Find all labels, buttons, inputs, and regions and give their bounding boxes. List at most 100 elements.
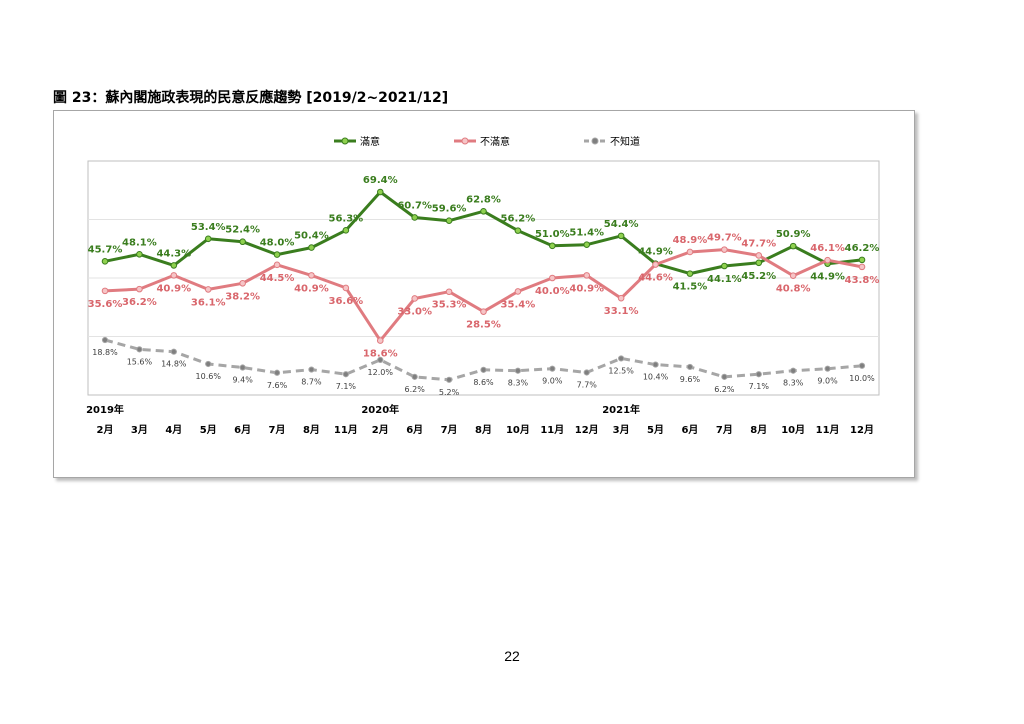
data-label: 36.2% (122, 297, 157, 308)
data-point (617, 232, 625, 240)
data-label: 9.0% (817, 377, 838, 386)
data-label: 36.6% (329, 296, 364, 307)
data-point (377, 356, 384, 363)
legend-marker (341, 137, 349, 145)
x-tick-label: 8月 (303, 424, 320, 436)
data-label: 48.0% (260, 238, 295, 249)
data-point (686, 363, 694, 371)
data-label: 56.3% (329, 213, 364, 224)
data-point (514, 227, 522, 234)
data-point (618, 355, 625, 362)
data-point (411, 214, 418, 221)
data-point (514, 288, 522, 295)
data-label: 14.8% (161, 360, 187, 369)
data-point (686, 270, 694, 277)
data-label: 5.2% (439, 388, 460, 397)
data-point (480, 366, 487, 373)
x-tick-label: 8月 (750, 424, 767, 436)
data-label: 44.1% (707, 274, 742, 285)
data-point (721, 262, 728, 270)
x-tick-label: 8月 (475, 424, 492, 436)
year-label: 2020年 (361, 403, 399, 416)
x-tick-label: 11月 (334, 424, 358, 436)
data-label: 46.2% (845, 243, 880, 254)
data-point (239, 279, 246, 287)
legend-item-3: 不知道 (584, 135, 640, 148)
grid-lines (88, 219, 879, 337)
data-point (789, 242, 797, 250)
legend: 滿意 不滿意 不知道 (334, 135, 640, 148)
data-label: 53.4% (191, 222, 226, 233)
data-label: 40.8% (776, 284, 811, 295)
data-label: 9.0% (542, 377, 563, 386)
data-label: 54.4% (604, 219, 639, 230)
data-label: 10.6% (196, 372, 222, 381)
x-tick-label: 11月 (540, 424, 564, 436)
data-point (583, 369, 590, 376)
data-label: 18.6% (363, 349, 398, 360)
data-label: 48.9% (673, 235, 708, 246)
data-point (549, 274, 556, 282)
data-label: 7.1% (336, 382, 357, 391)
data-label: 46.1% (810, 243, 845, 254)
data-point (549, 365, 556, 372)
data-label: 69.4% (363, 175, 398, 186)
data-label: 44.6% (638, 273, 673, 284)
data-point (204, 286, 212, 293)
x-tick-label: 4月 (165, 424, 182, 436)
data-point (480, 208, 487, 215)
data-label: 60.7% (397, 200, 432, 211)
data-label: 7.1% (749, 382, 770, 391)
data-labels: 45.7%48.1%44.3% 53.4% 52.4%48.0%50.4%56.3%… (88, 175, 880, 397)
data-point (445, 217, 453, 224)
data-point (204, 235, 212, 243)
x-tick-label: 7月 (716, 424, 733, 436)
data-label: 8.3% (783, 379, 804, 388)
x-tick-label: 6月 (234, 424, 251, 436)
data-label: 38.2% (225, 291, 260, 302)
data-label: 44.5% (260, 273, 295, 284)
data-label: 59.6% (432, 204, 467, 215)
data-label: 7.7% (577, 380, 598, 389)
data-label: 6.2% (714, 385, 735, 394)
x-tick-label: 2月 (372, 424, 389, 436)
data-label: 44.3% (156, 248, 191, 259)
x-tick-label: 6月 (406, 424, 423, 436)
x-tick-label: 11月 (816, 424, 840, 436)
data-label: 40.9% (156, 283, 191, 294)
data-point (824, 365, 831, 372)
data-label: 6.2% (405, 385, 426, 394)
data-point (583, 241, 591, 248)
data-point (445, 376, 453, 383)
legend-marker (461, 137, 469, 145)
data-label: 35.4% (501, 299, 536, 310)
chart-frame: 滿意 不滿意 不知道 45.7% 48.1% 44.3% 53.4% 52.4% 48.0% 5… (53, 110, 915, 478)
data-point (170, 262, 178, 269)
data-point (101, 287, 109, 295)
data-label: 43.8% (845, 275, 880, 286)
x-tick-label: 10月 (506, 424, 530, 436)
data-label: 45.7% (88, 244, 123, 255)
data-point (789, 272, 797, 279)
x-tick-label: 5月 (647, 424, 664, 436)
data-point (239, 364, 246, 371)
data-point (721, 373, 728, 380)
data-point (617, 294, 625, 302)
data-label: 12.5% (608, 366, 634, 375)
data-point (411, 373, 418, 380)
data-point (136, 251, 143, 258)
data-label: 8.6% (473, 378, 494, 387)
data-label: 50.9% (776, 229, 811, 240)
data-point (376, 337, 384, 344)
data-label: 40.9% (294, 283, 329, 294)
data-label: 9.6% (680, 375, 701, 384)
x-axis: 2月 3月 4月 5月 6月 7月 8月 11月 2月 6月 7月 8月 10月 11月 12月 3月 5月 6月… (86, 403, 874, 436)
data-point (755, 259, 763, 267)
data-point (273, 369, 281, 376)
data-label: 10.0% (849, 374, 875, 383)
data-point (755, 252, 763, 259)
data-point (411, 295, 418, 302)
data-point (170, 272, 178, 279)
data-label: 36.1% (191, 297, 226, 308)
data-point (652, 361, 659, 368)
